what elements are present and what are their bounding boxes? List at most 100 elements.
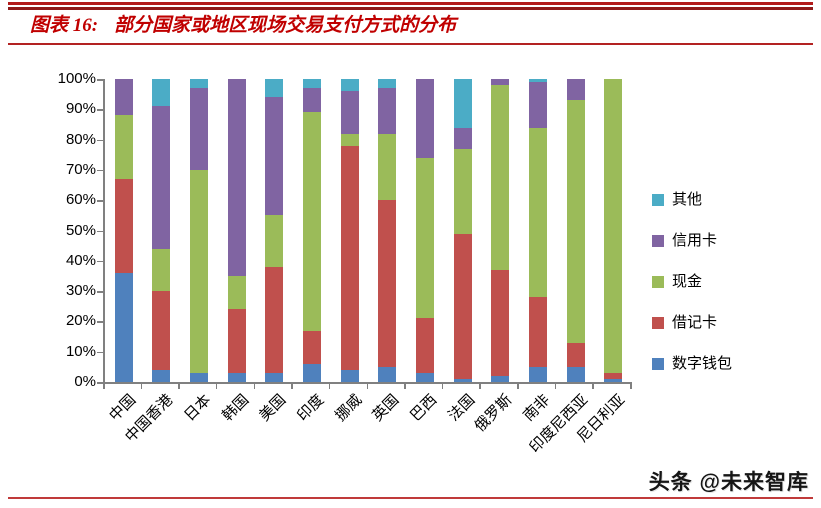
bar-column-韩国 bbox=[218, 79, 256, 382]
figure-title-text: 部分国家或地区现场交易支付方式的分布 bbox=[114, 15, 457, 36]
bar-segment-数字钱包 bbox=[303, 363, 322, 382]
bar-segment-信用卡 bbox=[190, 88, 209, 170]
x-axis-tick bbox=[253, 384, 256, 389]
stacked-bar bbox=[528, 79, 547, 382]
bar-segment-信用卡 bbox=[566, 79, 585, 101]
bar-segment-借记卡 bbox=[227, 309, 246, 373]
y-axis-label: 10% bbox=[65, 342, 96, 360]
x-axis-tick bbox=[178, 384, 180, 389]
bar-segment-数字钱包 bbox=[453, 378, 472, 382]
bar-segment-现金 bbox=[378, 133, 397, 201]
x-axis-label-美国: 美国 bbox=[256, 391, 290, 425]
legend-item-数字钱包: 数字钱包 bbox=[652, 356, 732, 371]
bar-column-巴西 bbox=[406, 79, 444, 382]
bar-segment-信用卡 bbox=[265, 97, 284, 216]
x-axis-label-俄罗斯: 俄罗斯 bbox=[471, 391, 516, 436]
x-axis-label-英国: 英国 bbox=[369, 391, 403, 425]
bar-segment-其他 bbox=[528, 79, 547, 83]
legend-label: 数字钱包 bbox=[672, 355, 733, 372]
x-axis-tick bbox=[554, 384, 557, 389]
bar-segment-借记卡 bbox=[303, 330, 322, 364]
bar-segment-借记卡 bbox=[566, 342, 585, 367]
bar-segment-借记卡 bbox=[152, 291, 171, 370]
legend-swatch bbox=[652, 234, 664, 247]
stacked-bar bbox=[415, 79, 434, 382]
x-axis-label-日本: 日本 bbox=[181, 391, 215, 425]
bar-segment-其他 bbox=[190, 79, 209, 89]
y-axis-tick bbox=[97, 79, 103, 81]
bar-segment-数字钱包 bbox=[566, 366, 585, 382]
legend-item-信用卡: 信用卡 bbox=[652, 233, 732, 248]
bar-column-南非 bbox=[519, 79, 557, 382]
stacked-bar bbox=[491, 79, 510, 382]
bar-column-法国 bbox=[444, 79, 482, 382]
y-axis-label: 80% bbox=[65, 130, 96, 148]
bar-segment-其他 bbox=[265, 79, 284, 98]
stacked-bar bbox=[566, 79, 585, 382]
x-axis-tick bbox=[404, 384, 406, 389]
y-axis-label: 50% bbox=[65, 221, 96, 239]
x-axis-tick bbox=[328, 384, 331, 389]
y-axis-tick bbox=[97, 139, 103, 142]
x-axis-tick bbox=[103, 384, 105, 389]
stacked-bar bbox=[604, 79, 623, 382]
y-axis-tick bbox=[97, 351, 103, 354]
bar-segment-数字钱包 bbox=[528, 366, 547, 382]
bar-segment-数字钱包 bbox=[114, 272, 133, 382]
plot-area bbox=[103, 79, 632, 384]
title-underline bbox=[8, 43, 813, 45]
bar-segment-现金 bbox=[604, 79, 623, 373]
bar-segment-数字钱包 bbox=[340, 369, 359, 382]
bar-segment-数字钱包 bbox=[190, 372, 209, 382]
bar-segment-现金 bbox=[265, 215, 284, 267]
legend-item-现金: 现金 bbox=[652, 274, 732, 289]
bar-segment-信用卡 bbox=[528, 82, 547, 128]
bar-segment-借记卡 bbox=[378, 200, 397, 367]
bar-segment-其他 bbox=[152, 79, 171, 107]
watermark: 头条 @未来智库 bbox=[648, 471, 809, 494]
legend-label: 借记卡 bbox=[672, 314, 718, 331]
bar-column-印度 bbox=[293, 79, 331, 382]
chart-legend: 其他信用卡现金借记卡数字钱包 bbox=[652, 192, 732, 371]
x-axis-label-印度: 印度 bbox=[294, 391, 328, 425]
legend-swatch bbox=[652, 316, 664, 329]
y-axis-tick bbox=[97, 109, 103, 111]
x-axis-label-挪威: 挪威 bbox=[331, 391, 366, 425]
bar-segment-借记卡 bbox=[340, 145, 359, 370]
x-axis-label-南非: 南非 bbox=[519, 391, 554, 425]
x-axis-label-韩国: 韩国 bbox=[218, 391, 253, 425]
bar-segment-借记卡 bbox=[604, 372, 623, 379]
x-axis-tick bbox=[291, 384, 293, 389]
bar-segment-信用卡 bbox=[340, 91, 359, 134]
bar-segment-其他 bbox=[378, 79, 397, 89]
bar-column-俄罗斯 bbox=[481, 79, 519, 382]
bar-segment-借记卡 bbox=[265, 266, 284, 373]
bar-segment-现金 bbox=[491, 85, 510, 270]
bar-segment-信用卡 bbox=[303, 88, 322, 113]
y-axis-tick bbox=[97, 291, 103, 293]
y-axis-tick bbox=[97, 230, 103, 232]
figure-title: 图表 16: 部分国家或地区现场交易支付方式的分布 bbox=[30, 13, 456, 39]
bar-segment-数字钱包 bbox=[227, 372, 246, 382]
bar-segment-现金 bbox=[114, 115, 133, 179]
stacked-bar bbox=[453, 79, 472, 382]
bar-segment-现金 bbox=[566, 100, 585, 343]
y-axis-tick bbox=[97, 382, 103, 384]
bar-segment-现金 bbox=[453, 148, 472, 234]
x-axis-tick bbox=[140, 384, 143, 389]
bar-segment-其他 bbox=[340, 79, 359, 92]
bar-column-中国香港 bbox=[143, 79, 181, 382]
bar-segment-现金 bbox=[152, 248, 171, 292]
legend-item-其他: 其他 bbox=[652, 192, 732, 207]
legend-swatch bbox=[652, 193, 664, 206]
x-axis-tick bbox=[479, 384, 481, 389]
bar-column-日本 bbox=[180, 79, 218, 382]
bar-column-美国 bbox=[256, 79, 294, 382]
bar-segment-现金 bbox=[303, 112, 322, 331]
y-axis-label: 90% bbox=[65, 100, 96, 118]
bar-segment-借记卡 bbox=[415, 318, 434, 373]
bar-segment-数字钱包 bbox=[265, 372, 284, 382]
bar-column-英国 bbox=[368, 79, 406, 382]
